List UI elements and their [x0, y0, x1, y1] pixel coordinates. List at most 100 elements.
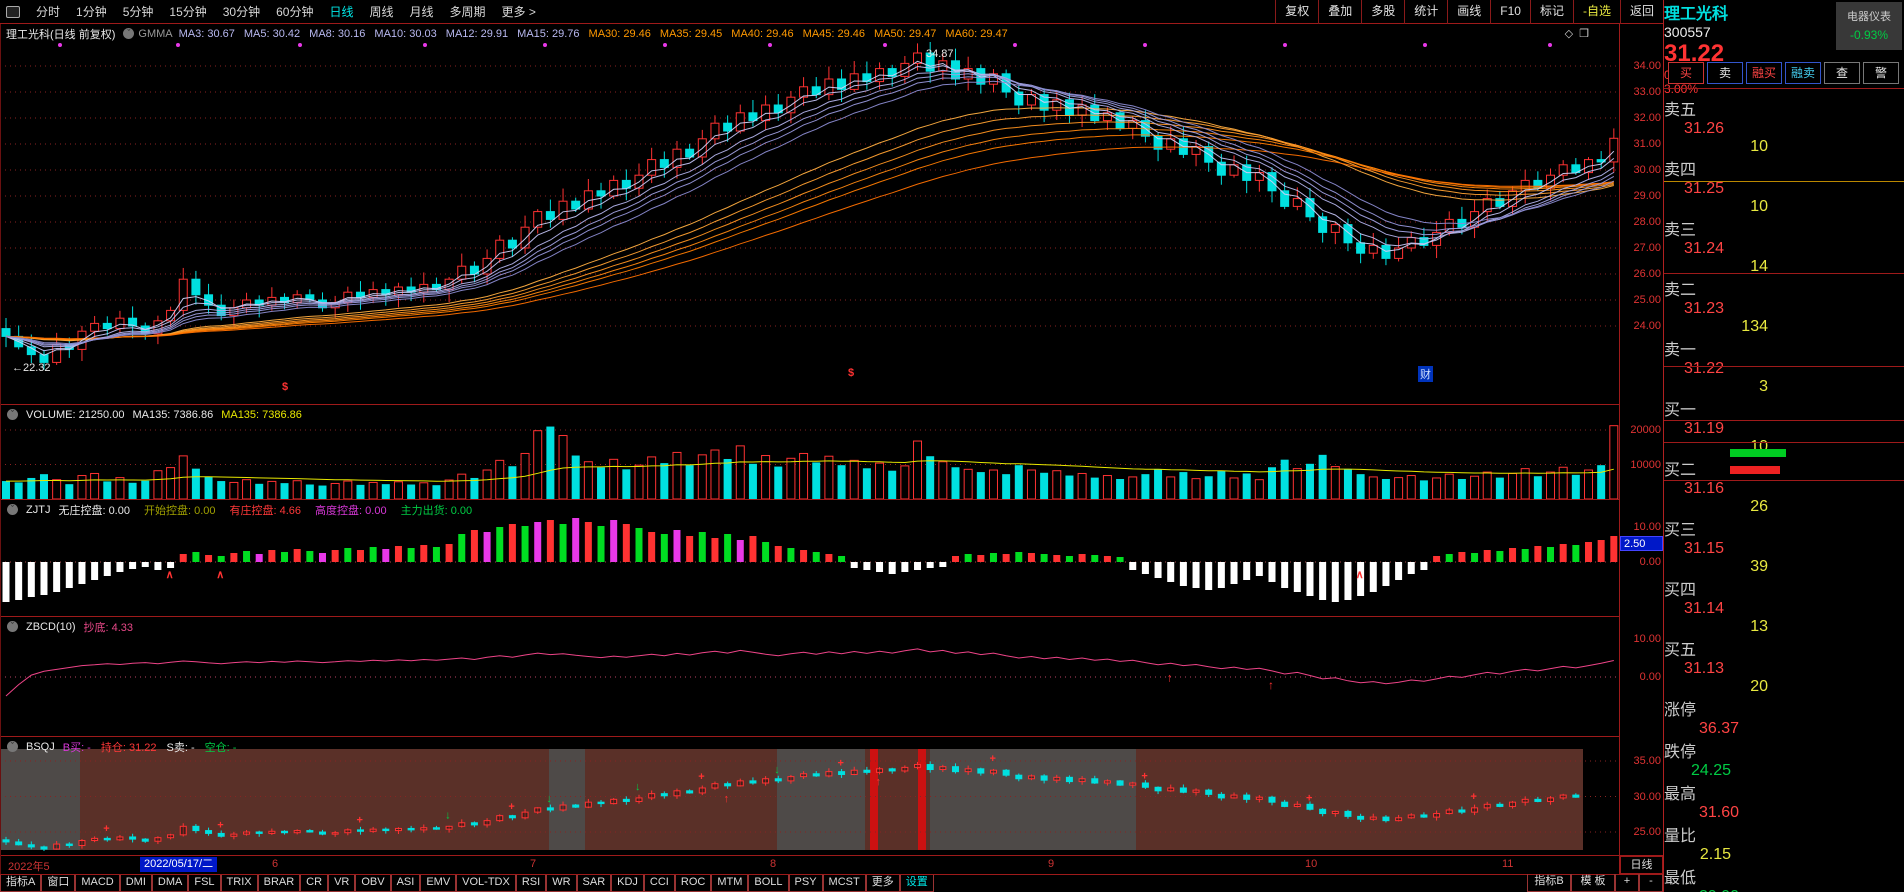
- ask-row[interactable]: 卖二: [1664, 282, 1697, 299]
- indicator-tab-VOL-TDX[interactable]: VOL-TDX: [456, 875, 516, 892]
- bid-row[interactable]: 买三: [1664, 522, 1697, 539]
- toolbar-item-标记[interactable]: 标记: [1529, 0, 1573, 24]
- collapse-icon[interactable]: ˇ: [123, 28, 135, 39]
- indicator-tab-CCI[interactable]: CCI: [643, 875, 675, 892]
- toolbar-item-F10[interactable]: F10: [1490, 0, 1530, 24]
- bottom-right-tab-指标B[interactable]: 指标B: [1527, 874, 1571, 892]
- menu-item-日线[interactable]: 日线: [329, 4, 354, 19]
- ask-row-price[interactable]: 31.22: [1683, 360, 1724, 377]
- bid-row-qty[interactable]: 26: [1750, 498, 1768, 515]
- indicator-tab-RSI[interactable]: RSI: [515, 875, 547, 892]
- indicator-tab-BOLL[interactable]: BOLL: [748, 875, 789, 892]
- toolbar-item-返回[interactable]: 返回: [1619, 0, 1663, 24]
- indicator-tab-PSY[interactable]: PSY: [788, 875, 823, 892]
- indicator-tab-EMV[interactable]: EMV: [420, 875, 457, 892]
- bid-row-qty[interactable]: 20: [1750, 678, 1768, 695]
- trade-button-买[interactable]: 买: [1668, 62, 1704, 84]
- indicator-tab-更多[interactable]: 更多: [865, 875, 900, 892]
- indicator-tab-SAR[interactable]: SAR: [576, 875, 612, 892]
- toolbar-item-叠加[interactable]: 叠加: [1318, 0, 1361, 24]
- zjtj-name[interactable]: ZJTJ: [26, 503, 51, 516]
- ask-row[interactable]: 卖四: [1664, 162, 1697, 179]
- indicator-name[interactable]: GMMA: [138, 27, 173, 40]
- ask-row-price[interactable]: 31.25: [1683, 180, 1724, 197]
- bid-row[interactable]: 买五: [1664, 642, 1697, 659]
- menu-item-30分钟[interactable]: 30分钟: [222, 4, 261, 19]
- indicator-tab-CR[interactable]: CR: [300, 875, 329, 892]
- collapse-icon[interactable]: ˇ: [7, 409, 18, 420]
- volume-chart[interactable]: [0, 405, 1619, 500]
- bid-row[interactable]: 买一: [1664, 402, 1697, 419]
- toolbar-item-复权[interactable]: 复权: [1275, 0, 1318, 24]
- ask-row-qty[interactable]: 14: [1750, 258, 1768, 275]
- indicator-tab-ASI[interactable]: ASI: [390, 875, 421, 892]
- menu-item-1分钟[interactable]: 1分钟: [76, 4, 107, 19]
- menu-item-60分钟[interactable]: 60分钟: [276, 4, 314, 19]
- bid-row-qty[interactable]: 39: [1750, 558, 1768, 575]
- ask-row-qty[interactable]: 3: [1759, 378, 1768, 395]
- menu-item-更多 >[interactable]: 更多 >: [501, 4, 536, 19]
- ask-row[interactable]: 卖五: [1664, 102, 1697, 119]
- bottom-right-tab-+[interactable]: +: [1615, 874, 1639, 892]
- app-icon[interactable]: [6, 5, 20, 18]
- bottom-right-tab--[interactable]: -: [1639, 874, 1663, 892]
- indicator-tab-KDJ[interactable]: KDJ: [611, 875, 644, 892]
- finance-badge[interactable]: 财: [1418, 366, 1433, 382]
- zjtj-indicator-chart[interactable]: ∧ ∧ ∧: [0, 500, 1619, 617]
- ask-row-price[interactable]: 31.23: [1683, 300, 1724, 317]
- trade-button-融买[interactable]: 融买: [1746, 62, 1782, 84]
- collapse-icon[interactable]: ˇ: [7, 621, 18, 632]
- menu-item-多周期[interactable]: 多周期: [449, 4, 486, 19]
- indicator-tab-VR[interactable]: VR: [328, 875, 356, 892]
- indicator-tab-OBV[interactable]: OBV: [355, 875, 391, 892]
- trade-button-卖[interactable]: 卖: [1707, 62, 1743, 84]
- industry-box[interactable]: 电器仪表 -0.93%: [1836, 2, 1902, 50]
- indicator-tab-FSL[interactable]: FSL: [188, 875, 221, 892]
- bottom-right-tab-模 板[interactable]: 模 板: [1571, 874, 1615, 892]
- bid-row-price[interactable]: 31.14: [1683, 600, 1724, 617]
- zbcd-name[interactable]: ZBCD(10): [26, 620, 76, 633]
- bsgj-indicator-chart[interactable]: ↑ ↓ ↓ ↓ ↑ ↓ ↑ + + + + + + + + + +: [0, 737, 1619, 856]
- indicator-tab-ROC[interactable]: ROC: [674, 875, 712, 892]
- indicator-tab-窗口[interactable]: 窗口: [41, 875, 76, 892]
- diamond-icon[interactable]: ◇: [1564, 28, 1574, 40]
- bid-row-qty[interactable]: 13: [1750, 618, 1768, 635]
- trade-button-查[interactable]: 查: [1824, 62, 1860, 84]
- indicator-tab-设置[interactable]: 设置: [899, 875, 934, 892]
- ask-row[interactable]: 卖一: [1664, 342, 1697, 359]
- bid-row-price[interactable]: 31.19: [1683, 420, 1724, 437]
- bid-row[interactable]: 买二: [1664, 462, 1697, 479]
- selected-date[interactable]: 2022/05/17/二: [140, 857, 218, 872]
- indicator-tab-TRIX[interactable]: TRIX: [220, 875, 258, 892]
- ask-row-price[interactable]: 31.24: [1683, 240, 1724, 257]
- bid-row[interactable]: 买四: [1664, 582, 1697, 599]
- ask-row-qty[interactable]: 10: [1750, 198, 1768, 215]
- ask-row-price[interactable]: 31.26: [1683, 120, 1724, 137]
- main-candlestick-chart[interactable]: [0, 42, 1619, 405]
- bid-row-price[interactable]: 31.15: [1683, 540, 1724, 557]
- toolbar-item--自选[interactable]: -自选: [1572, 0, 1620, 24]
- ask-row-qty[interactable]: 10: [1750, 138, 1768, 155]
- bid-row-price[interactable]: 31.13: [1683, 660, 1724, 677]
- toolbar-item-画线[interactable]: 画线: [1447, 0, 1490, 24]
- ask-row[interactable]: 卖三: [1664, 222, 1697, 239]
- collapse-icon[interactable]: ˇ: [7, 741, 18, 752]
- ask-row-qty[interactable]: 134: [1741, 318, 1768, 335]
- indicator-tab-DMI[interactable]: DMI: [119, 875, 152, 892]
- indicator-tab-MACD[interactable]: MACD: [75, 875, 120, 892]
- bsgj-name[interactable]: BSQJ: [26, 740, 55, 753]
- menu-item-15分钟[interactable]: 15分钟: [169, 4, 207, 19]
- menu-item-5分钟[interactable]: 5分钟: [122, 4, 154, 19]
- toolbar-item-统计[interactable]: 统计: [1404, 0, 1447, 24]
- window-icon[interactable]: ❒: [1579, 28, 1589, 40]
- indicator-tab-MTM[interactable]: MTM: [711, 875, 749, 892]
- menu-item-周线[interactable]: 周线: [369, 4, 394, 19]
- trade-button-融卖[interactable]: 融卖: [1785, 62, 1821, 84]
- trade-button-警[interactable]: 警: [1863, 62, 1899, 84]
- indicator-tab-BRAR[interactable]: BRAR: [257, 875, 301, 892]
- menu-item-分时[interactable]: 分时: [36, 4, 61, 19]
- toolbar-item-多股[interactable]: 多股: [1361, 0, 1404, 24]
- indicator-tab-指标A[interactable]: 指标A: [0, 875, 42, 892]
- indicator-tab-DMA[interactable]: DMA: [151, 875, 189, 892]
- bid-row-price[interactable]: 31.16: [1683, 480, 1724, 497]
